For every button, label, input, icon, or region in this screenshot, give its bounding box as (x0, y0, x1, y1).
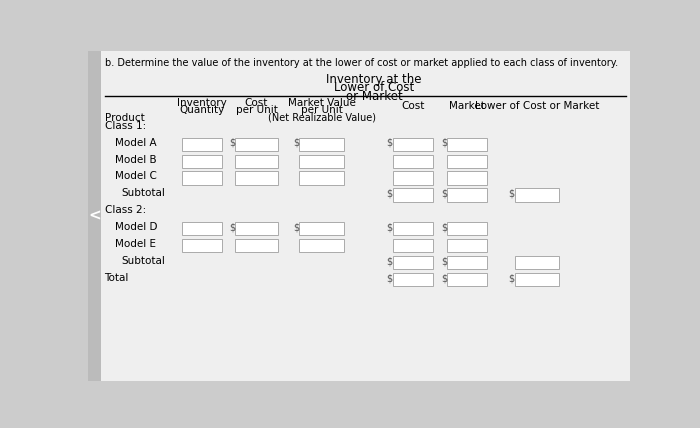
Text: $: $ (386, 137, 393, 148)
Text: $: $ (508, 188, 514, 199)
Text: (Net Realizable Value): (Net Realizable Value) (267, 113, 375, 123)
Text: Quantity: Quantity (180, 105, 225, 115)
Bar (514, 188, 559, 202)
Text: $: $ (229, 137, 235, 148)
Bar (235, 239, 278, 253)
Text: Lower of Cost or Market: Lower of Cost or Market (475, 101, 599, 111)
Bar (235, 155, 278, 168)
Bar (447, 188, 487, 202)
Text: $: $ (229, 222, 235, 232)
Text: Cost: Cost (401, 101, 425, 111)
Text: Lower of Cost: Lower of Cost (334, 81, 414, 95)
Text: Subtotal: Subtotal (122, 256, 165, 266)
Bar (393, 172, 433, 184)
Text: $: $ (441, 137, 447, 148)
Text: $: $ (386, 222, 393, 232)
Bar (447, 256, 487, 269)
Bar (182, 239, 223, 253)
Bar (514, 273, 559, 286)
Bar (182, 155, 223, 168)
Text: per Unit: per Unit (235, 105, 277, 115)
Text: Model B: Model B (116, 155, 157, 164)
Bar (393, 222, 433, 235)
Bar (182, 137, 223, 151)
Bar (88, 51, 102, 381)
Text: $: $ (441, 256, 447, 266)
Text: Market: Market (449, 101, 485, 111)
Text: $: $ (386, 256, 393, 266)
Text: per Unit: per Unit (300, 105, 342, 115)
Bar (235, 137, 278, 151)
Text: Cost: Cost (245, 98, 268, 107)
Text: Model D: Model D (116, 222, 158, 232)
Bar (393, 188, 433, 202)
Text: $: $ (441, 273, 447, 283)
Bar (447, 155, 487, 168)
Text: Class 2:: Class 2: (104, 205, 146, 215)
Text: Inventory: Inventory (177, 98, 227, 107)
Bar (393, 137, 433, 151)
Text: $: $ (441, 188, 447, 199)
Bar (235, 172, 278, 184)
Bar (447, 222, 487, 235)
Bar (299, 155, 344, 168)
Text: $: $ (293, 222, 299, 232)
Text: $: $ (441, 222, 447, 232)
Text: or Market: or Market (346, 90, 402, 103)
Bar (299, 222, 344, 235)
Text: $: $ (508, 273, 514, 283)
Bar (299, 137, 344, 151)
Text: $: $ (386, 188, 393, 199)
Bar (235, 222, 278, 235)
Text: Model C: Model C (116, 172, 158, 181)
Bar (393, 155, 433, 168)
Bar (182, 222, 223, 235)
Text: b. Determine the value of the inventory at the lower of cost or market applied t: b. Determine the value of the inventory … (104, 57, 617, 68)
Bar (514, 256, 559, 269)
Bar (393, 273, 433, 286)
Text: Subtotal: Subtotal (122, 188, 165, 199)
Bar (447, 172, 487, 184)
Text: $: $ (386, 273, 393, 283)
Text: Product: Product (104, 113, 144, 123)
Bar (393, 256, 433, 269)
Bar (299, 239, 344, 253)
Text: $: $ (293, 137, 299, 148)
Text: Class 1:: Class 1: (104, 121, 146, 131)
Bar (299, 172, 344, 184)
Bar (447, 273, 487, 286)
Bar (447, 239, 487, 253)
Text: Market Value: Market Value (288, 98, 356, 107)
Bar (447, 137, 487, 151)
Bar (393, 239, 433, 253)
Text: Model E: Model E (116, 239, 156, 249)
Text: Inventory at the: Inventory at the (326, 73, 422, 86)
Bar (182, 172, 223, 184)
Text: Total: Total (104, 273, 129, 283)
Text: <: < (88, 208, 101, 224)
Text: Model A: Model A (116, 137, 157, 148)
